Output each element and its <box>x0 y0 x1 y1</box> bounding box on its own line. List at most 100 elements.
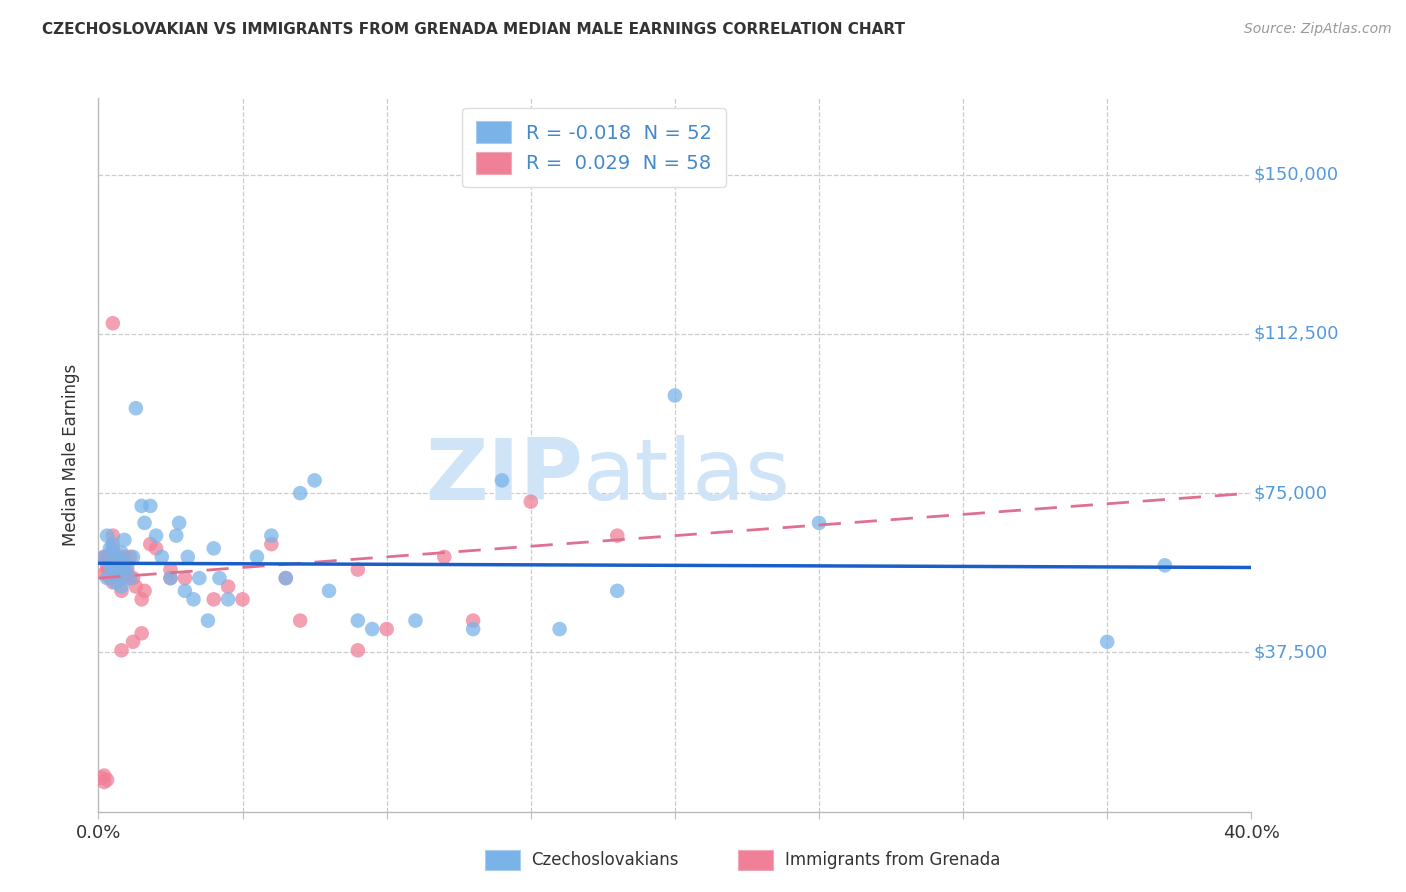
Point <box>104 563 127 577</box>
Point <box>217 580 239 594</box>
Point <box>110 643 132 657</box>
Point <box>139 499 162 513</box>
Point <box>174 571 197 585</box>
Y-axis label: Median Male Earnings: Median Male Earnings <box>62 364 80 546</box>
Point <box>664 388 686 402</box>
Point <box>96 558 118 573</box>
Text: Czechoslovakians: Czechoslovakians <box>531 851 679 869</box>
Point <box>125 401 148 416</box>
Point <box>174 583 197 598</box>
Point <box>461 614 484 628</box>
Point <box>346 643 368 657</box>
Point <box>346 614 368 628</box>
Point <box>107 549 129 564</box>
Text: $112,500: $112,500 <box>1254 325 1339 343</box>
Point <box>202 541 225 556</box>
Point <box>112 563 135 577</box>
Point <box>177 549 200 564</box>
Point <box>807 516 830 530</box>
Text: Immigrants from Grenada: Immigrants from Grenada <box>785 851 1000 869</box>
Point <box>260 537 283 551</box>
Point <box>101 537 124 551</box>
Point <box>139 537 162 551</box>
Point <box>101 558 124 573</box>
Point <box>98 558 121 573</box>
Point <box>98 558 121 573</box>
Point <box>120 549 142 564</box>
Point <box>290 614 312 628</box>
Point <box>159 571 181 585</box>
Point <box>145 528 167 542</box>
Text: atlas: atlas <box>582 434 790 518</box>
Point <box>104 549 127 564</box>
Point <box>231 592 254 607</box>
Point <box>101 541 124 556</box>
Point <box>112 533 135 547</box>
Point <box>117 566 138 581</box>
Point <box>346 563 368 577</box>
Text: $37,500: $37,500 <box>1254 643 1327 662</box>
Point <box>606 528 628 542</box>
Point <box>96 549 118 564</box>
Point <box>246 549 269 564</box>
Point <box>159 563 181 577</box>
Point <box>93 769 115 783</box>
Point <box>96 772 118 787</box>
Point <box>96 563 118 577</box>
Point <box>117 558 138 573</box>
Point <box>159 571 181 585</box>
Point <box>183 592 205 607</box>
Point <box>165 528 187 542</box>
Point <box>318 583 340 598</box>
Point <box>1097 635 1119 649</box>
Point <box>110 583 132 598</box>
Point <box>433 549 456 564</box>
Point <box>134 516 156 530</box>
Point <box>117 563 138 577</box>
Point <box>217 592 239 607</box>
Point <box>104 575 127 590</box>
Point <box>93 566 115 581</box>
Point <box>202 592 225 607</box>
Point <box>98 566 121 581</box>
Point <box>461 622 484 636</box>
Point <box>274 571 297 585</box>
Point <box>110 571 132 585</box>
Point <box>101 575 124 590</box>
Point <box>96 554 118 568</box>
Point <box>491 474 513 488</box>
Point <box>188 571 211 585</box>
Point <box>96 528 118 542</box>
Point <box>101 316 124 330</box>
Point <box>93 775 115 789</box>
Point <box>520 494 543 508</box>
Point <box>150 549 173 564</box>
Point <box>197 614 219 628</box>
Point <box>304 474 326 488</box>
Point <box>98 541 121 556</box>
Point <box>112 549 135 564</box>
Text: CZECHOSLOVAKIAN VS IMMIGRANTS FROM GRENADA MEDIAN MALE EARNINGS CORRELATION CHAR: CZECHOSLOVAKIAN VS IMMIGRANTS FROM GRENA… <box>42 22 905 37</box>
Point <box>98 563 121 577</box>
Point <box>131 499 153 513</box>
Point <box>110 563 132 577</box>
Point <box>122 571 145 585</box>
Point <box>110 580 132 594</box>
Point <box>107 566 129 581</box>
Point <box>101 528 124 542</box>
Point <box>122 549 145 564</box>
Point <box>110 546 132 560</box>
Point <box>167 516 190 530</box>
Point <box>104 549 127 564</box>
Point <box>1153 558 1175 573</box>
Point <box>606 583 628 598</box>
Point <box>117 571 138 585</box>
Point <box>375 622 398 636</box>
Point <box>145 541 167 556</box>
Point <box>93 549 115 564</box>
Point <box>98 571 121 585</box>
Point <box>405 614 427 628</box>
Point <box>290 486 312 500</box>
Point <box>361 622 384 636</box>
Point <box>548 622 571 636</box>
